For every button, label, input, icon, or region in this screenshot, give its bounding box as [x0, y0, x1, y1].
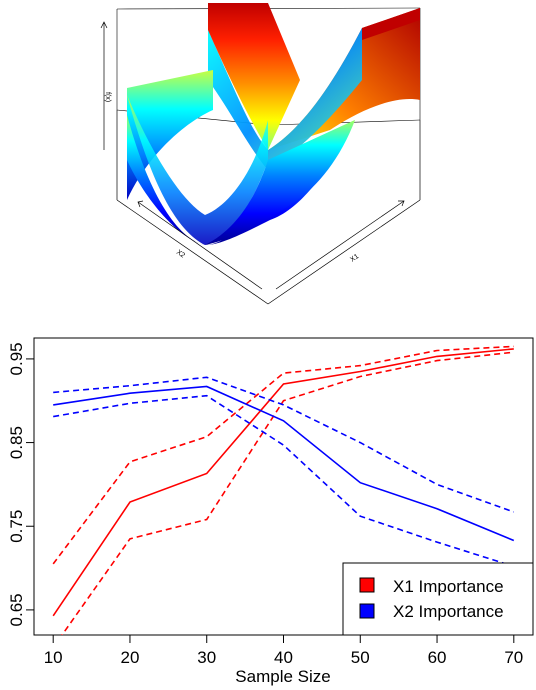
x-tick-label: 50	[351, 648, 370, 667]
surface-left-flap	[127, 70, 213, 200]
series-line-x1	[52, 348, 514, 617]
x-tick-label: 20	[121, 648, 140, 667]
surface-back-wall	[208, 3, 300, 150]
y-axis: 0.65 0.75 0.85 0.95	[7, 342, 35, 626]
x-tick-label: 60	[428, 648, 447, 667]
axis-label-x2: X2	[175, 249, 186, 260]
legend-swatch-x1	[359, 577, 375, 593]
series-lower-band-x2	[53, 394, 515, 568]
x-axis-title: Sample Size	[235, 667, 330, 686]
x-tick-label: 10	[44, 648, 63, 667]
y-tick-label: 0.85	[7, 426, 26, 459]
series-upper-band-x1	[52, 345, 514, 565]
surface-front-right-lip	[205, 120, 355, 245]
legend-label-x2: X2 Importance	[393, 602, 504, 621]
surface-plot: X2 X1 f(x)	[100, 3, 421, 305]
surface-front-body	[127, 95, 268, 245]
legend: X1 Importance X2 Importance	[342, 562, 534, 636]
x-tick-label: 30	[197, 648, 216, 667]
series-line-x2	[53, 385, 515, 542]
x-tick-label: 40	[274, 648, 293, 667]
series-upper-band-x2	[53, 376, 515, 513]
y-tick-label: 0.65	[7, 593, 26, 626]
surface-right-rim	[362, 8, 420, 40]
box-front-edges	[116, 110, 421, 305]
surface-mesh	[127, 3, 420, 245]
surface-back-sheet	[208, 28, 362, 170]
series-lower-band-x1	[61, 351, 514, 635]
axis-label-x1: X1	[349, 253, 360, 264]
legend-label-x1: X1 Importance	[393, 577, 504, 596]
series-layer	[52, 345, 515, 635]
line-chart: 10 20 30 40 50 60 70 0.65 0.75 0.85 0.95 Sample S…	[7, 337, 534, 686]
legend-swatch-x2	[359, 603, 375, 619]
legend-box	[342, 562, 534, 636]
axis-arrows	[100, 21, 405, 290]
x-axis: 10 20 30 40 50 60 70	[44, 634, 523, 667]
x-tick-label: 70	[504, 648, 523, 667]
axis-label-fx: f(x)	[104, 92, 111, 102]
y-tick-label: 0.75	[7, 510, 26, 543]
y-tick-label: 0.95	[7, 342, 26, 375]
